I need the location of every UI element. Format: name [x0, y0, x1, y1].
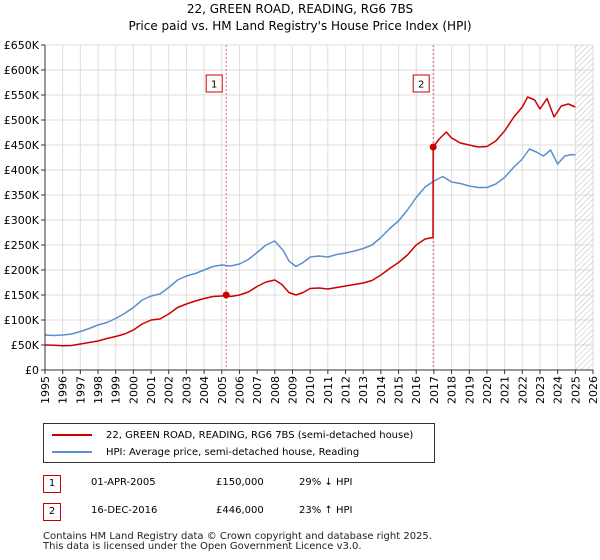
footer-line-2: This data is licensed under the Open Gov…	[43, 541, 362, 552]
x-tick-label: 2025	[569, 376, 582, 404]
x-tick-label: 2017	[428, 376, 441, 404]
y-tick-label: £0	[25, 364, 39, 377]
chart-subtitle: Price paid vs. HM Land Registry's House …	[128, 19, 472, 33]
x-tick-label: 1995	[39, 376, 52, 404]
sale-date: 01-APR-2005	[91, 477, 156, 488]
x-tick-label: 2010	[304, 376, 317, 404]
x-tick-label: 2016	[410, 376, 423, 404]
x-tick-label: 2023	[534, 376, 547, 404]
x-tick-label: 1999	[110, 376, 123, 404]
sale-price: £446,000	[216, 505, 264, 516]
sale-hpi-compare: 23% ↑ HPI	[299, 505, 353, 516]
y-tick-label: £450K	[4, 139, 40, 152]
forecast-hatch-region	[575, 45, 593, 370]
legend-swatch-hpi	[52, 451, 92, 453]
sale-marker-label: 2	[418, 80, 424, 91]
x-tick-label: 2026	[587, 376, 600, 404]
footer-attribution: Contains HM Land Registry data © Crown c…	[43, 532, 432, 552]
x-tick-label: 2015	[393, 376, 406, 404]
x-tick-label: 2008	[269, 376, 282, 404]
x-tick-label: 2005	[216, 376, 229, 404]
y-tick-label: £400K	[4, 164, 40, 177]
x-tick-label: 2000	[127, 376, 140, 404]
price-chart: 1 2 £0 £50K £100K £150K £200K £250K £300K £350K £4…	[4, 39, 600, 404]
x-tick-label: 2011	[322, 376, 335, 404]
sale-price: £150,000	[216, 477, 264, 488]
footer-line-1: Contains HM Land Registry data © Crown c…	[43, 531, 432, 542]
legend-item-hpi: HPI: Average price, semi-detached house,…	[52, 444, 359, 460]
x-tick-label: 2024	[552, 376, 565, 404]
x-tick-label: 1997	[74, 376, 87, 404]
x-tick-label: 1996	[57, 376, 70, 404]
legend-label-property: 22, GREEN ROAD, READING, RG6 7BS (semi-d…	[106, 429, 414, 441]
legend-item-property: 22, GREEN ROAD, READING, RG6 7BS (semi-d…	[52, 427, 413, 443]
x-tick-label: 2021	[499, 376, 512, 404]
x-tick-label: 2004	[198, 376, 211, 404]
y-tick-label: £150K	[4, 289, 40, 302]
sale-marker-box	[205, 74, 223, 93]
sale-marker-box	[412, 74, 430, 93]
x-tick-label: 2013	[357, 376, 370, 404]
x-tick-label: 2019	[463, 376, 476, 404]
sale-date: 16-DEC-2016	[91, 505, 158, 516]
hpi-series-line	[44, 148, 576, 337]
x-tick-label: 2014	[375, 376, 388, 404]
sale-number-badge: 2	[43, 503, 61, 521]
sale-number-badge: 1	[43, 475, 61, 493]
sale-hpi-compare: 29% ↓ HPI	[299, 477, 353, 488]
sale-point	[429, 143, 437, 151]
legend-label-hpi: HPI: Average price, semi-detached house,…	[106, 446, 360, 458]
y-tick-label: £100K	[4, 314, 40, 327]
plot-area	[45, 45, 593, 370]
y-tick-label: £650K	[4, 39, 40, 52]
x-tick-label: 2002	[163, 376, 176, 404]
y-tick-label: £600K	[4, 64, 40, 77]
x-tick-label: 2018	[446, 376, 459, 404]
y-tick-label: £350K	[4, 189, 40, 202]
x-tick-label: 2020	[481, 376, 494, 404]
chart-title: 22, GREEN ROAD, READING, RG6 7BS	[186, 2, 414, 16]
y-tick-label: £50K	[11, 339, 40, 352]
y-tick-label: £200K	[4, 264, 40, 277]
x-tick-label: 2003	[180, 376, 193, 404]
y-tick-label: £300K	[4, 214, 40, 227]
legend-swatch-property	[52, 434, 92, 436]
sale-marker-label: 1	[211, 80, 217, 91]
x-tick-label: 2007	[251, 376, 264, 404]
sale-point	[222, 291, 230, 299]
x-tick-label: 1998	[92, 376, 105, 404]
x-tick-label: 2009	[286, 376, 299, 404]
x-tick-label: 2006	[233, 376, 246, 404]
legend: 22, GREEN ROAD, READING, RG6 7BS (semi-d…	[43, 423, 435, 463]
x-tick-label: 2022	[516, 376, 529, 404]
x-tick-label: 2012	[340, 376, 353, 404]
y-tick-label: £250K	[4, 239, 40, 252]
y-tick-label: £500K	[4, 114, 40, 127]
y-tick-label: £550K	[4, 89, 40, 102]
x-tick-label: 2001	[145, 376, 158, 404]
property-series-line	[44, 96, 576, 347]
